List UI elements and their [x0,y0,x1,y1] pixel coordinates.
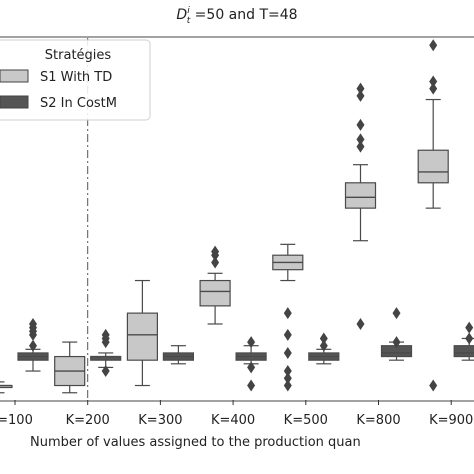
x-tick-label: K=900 [429,413,473,428]
chart-title: Di t =50 and T=48 [176,6,297,26]
x-tick-label: =100 [0,413,33,428]
box-s2-k900 [453,321,474,361]
outlier-point [283,307,292,320]
box-s2-k500 [308,332,340,365]
outlier-point [392,307,401,320]
outlier-point [465,321,474,334]
outlier-point [356,82,365,95]
outlier-point [101,328,110,341]
box-s1-k200 [54,341,86,394]
outlier-point [319,332,328,345]
box-s1-k500 [272,243,304,392]
box-s1-k800 [344,82,377,330]
outlier-point [283,372,292,385]
outlier-point [283,346,292,359]
box-iqr [0,384,13,389]
outlier-point [247,361,256,374]
box-groups [0,39,474,394]
outlier-point [283,328,292,341]
plot-frame [0,36,474,402]
outlier-point [247,379,256,392]
outlier-point [211,256,220,269]
legend-title: Stratégies [45,48,112,63]
x-axis-ticks: =100 K=200 K=300 K=400 K=500 K=800 K=900 [0,400,473,428]
outlier-point [29,339,37,352]
outlier-point [392,336,401,349]
outlier-point [429,75,438,88]
x-tick-label: K=200 [66,413,110,428]
box-iqr [199,279,231,307]
box-s2-k800 [380,307,413,361]
outlier-point [356,140,365,153]
legend-swatch-s2 [0,95,29,109]
outlier-point [319,339,328,352]
outlier-point [283,365,292,378]
box-s2-k200 [90,328,122,378]
box-iqr [344,182,377,209]
x-tick-label: K=800 [356,413,400,428]
box-iqr [453,345,474,358]
x-tick-label: K=400 [211,413,255,428]
box-s2-k400 [235,336,267,392]
outlier-point [29,317,37,330]
box-s1-k400 [199,245,231,325]
legend: Stratégies S1 With TD S2 In CostM [0,39,151,121]
outlier-point [429,379,438,392]
box-iqr [126,312,159,361]
outlier-point [356,118,365,131]
outlier-point [356,133,365,146]
outlier-point [429,82,438,95]
outlier-point [429,39,438,52]
box-iqr [417,149,449,184]
outlier-point [356,317,365,330]
box-s1-k900 [417,39,449,392]
legend-label-s2: S2 In CostM [40,96,117,111]
legend-label-s1: S1 With TD [40,70,112,85]
x-tick-label: K=300 [138,413,182,428]
outlier-point [465,332,474,345]
outlier-point [283,379,292,392]
x-axis-label: Number of values assigned to the product… [30,435,361,450]
box-s1-100 [0,381,13,394]
x-tick-label: K=500 [284,413,328,428]
outlier-point [247,336,256,349]
box-s2-100 [17,317,49,372]
box-s2-k300 [162,345,194,365]
outlier-point [211,245,220,258]
outlier-point [101,365,110,378]
legend-swatch-s1 [0,69,29,83]
box-s1-k300 [126,279,159,387]
outlier-point [356,89,365,102]
legend-frame [0,39,151,121]
